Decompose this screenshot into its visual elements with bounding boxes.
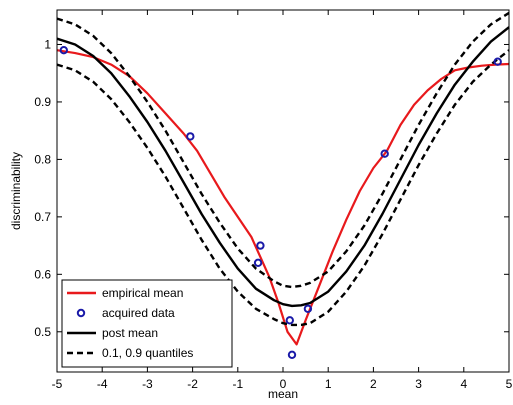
y-tick-label: 0.6 <box>34 267 51 281</box>
legend-items: empirical mean acquired data post mean 0.1,… <box>67 286 193 360</box>
x-tick-label: -1 <box>232 377 243 391</box>
legend-label: 0.1, 0.9 quantiles <box>102 346 193 360</box>
y-axis-title: discriminability <box>9 152 23 230</box>
y-tick-label: 0.8 <box>34 152 51 166</box>
series-line-0 <box>56 49 510 346</box>
x-tick-label: 2 <box>370 377 377 391</box>
data-point <box>287 350 297 359</box>
series-line-2 <box>56 26 510 308</box>
tick-layer: -5 -4 -3 -2 -1 0 1 2 3 4 5 0.5 0.6 0.7 0.8 0.9 1 <box>34 10 513 391</box>
x-tick-label: -3 <box>142 377 153 391</box>
y-tick-label: 0.5 <box>34 325 51 339</box>
x-tick-label: 3 <box>415 377 422 391</box>
x-tick-label: 4 <box>460 377 467 391</box>
legend-label: empirical mean <box>102 286 183 300</box>
data-point <box>256 241 265 250</box>
legend-label: post mean <box>102 326 158 340</box>
x-axis-title: mean <box>268 387 298 401</box>
x-tick-label: 5 <box>506 377 513 391</box>
x-tick-label: 1 <box>325 377 332 391</box>
legend-marker <box>76 308 86 318</box>
legend: empirical mean acquired data post mean 0.1,… <box>61 279 233 368</box>
series-line-3 <box>56 11 510 289</box>
data-point <box>59 46 68 55</box>
series-layer <box>56 11 510 359</box>
x-tick-label: -4 <box>97 377 108 391</box>
x-tick-label: 0 <box>280 377 287 391</box>
series-line-4 <box>56 49 510 327</box>
data-point <box>285 316 294 325</box>
data-point <box>303 304 313 313</box>
y-tick-label: 0.9 <box>34 95 51 109</box>
data-point <box>186 132 195 141</box>
legend-label: acquired data <box>102 306 175 320</box>
data-point <box>253 258 263 267</box>
data-point <box>493 57 502 66</box>
y-tick-label: 1 <box>44 37 51 51</box>
x-tick-label: -2 <box>187 377 198 391</box>
data-point <box>380 149 389 158</box>
x-tick-label: -5 <box>52 377 63 391</box>
y-tick-label: 0.7 <box>34 210 51 224</box>
